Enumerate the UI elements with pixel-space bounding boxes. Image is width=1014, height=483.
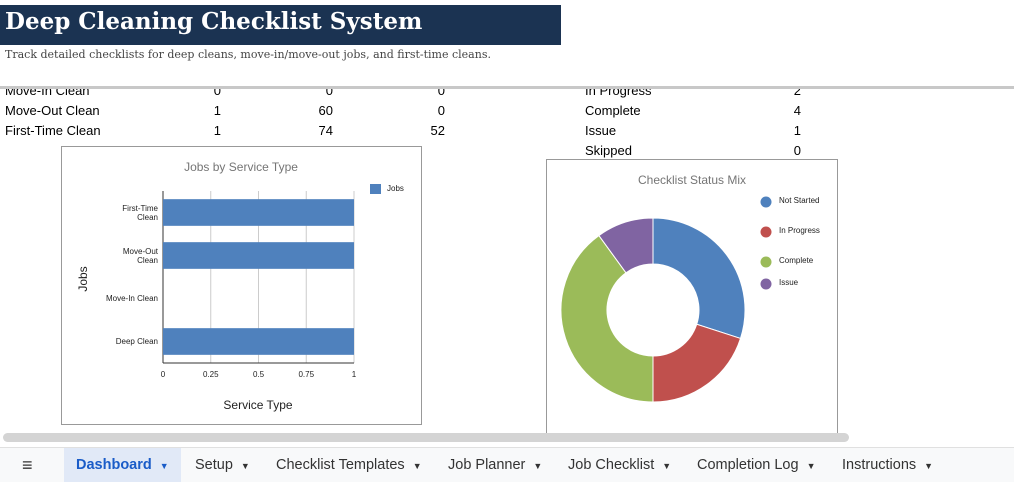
- cell: 60: [318, 103, 333, 118]
- legend-text: Complete: [779, 256, 814, 265]
- x-tick-label: 0.75: [298, 370, 314, 379]
- sheet-tabs: ≡ Dashboard ▼ Setup ▼ Checklist Templates ▼ Jo…: [0, 447, 1014, 482]
- table-area: Move-In Clean 0 0 0 Move-Out Clean 1 60 0 First-…: [0, 89, 1014, 159]
- tab-label: Completion Log: [697, 457, 799, 473]
- cell: 0: [437, 103, 445, 118]
- tab-caret: ▼: [159, 461, 169, 471]
- chart-title: Jobs by Service Type: [184, 160, 298, 174]
- bar: [163, 328, 354, 355]
- cell: 4: [793, 103, 801, 118]
- cell: Move-In Clean: [5, 89, 90, 98]
- x-tick-label: 1: [352, 370, 357, 379]
- legend-text: Issue: [779, 278, 799, 287]
- legend-label: Complete: [779, 256, 821, 266]
- legend-label: Issue: [779, 278, 821, 288]
- cell: 0: [793, 143, 801, 158]
- cell: Move-Out Clean: [5, 103, 100, 118]
- cell: Issue: [585, 123, 617, 138]
- separator: [0, 86, 1014, 89]
- cell: 52: [430, 123, 445, 138]
- cell: In Progress: [585, 89, 652, 98]
- bar: [163, 242, 354, 269]
- menu-button[interactable]: ≡: [22, 455, 33, 475]
- cell: First-Time Clean: [5, 123, 101, 138]
- tab-caret: ▼: [412, 461, 422, 471]
- sheet-tab[interactable]: Completion Log ▼: [685, 448, 828, 482]
- scrollbar[interactable]: [3, 433, 849, 442]
- slice: [560, 234, 654, 403]
- tab-label: Setup: [195, 457, 233, 473]
- cell: 2: [793, 89, 801, 98]
- legend-swatch: [760, 226, 772, 238]
- sheet-tab[interactable]: Dashboard ▼: [64, 448, 181, 482]
- cell: 74: [318, 123, 333, 138]
- category-label: Deep Clean: [115, 337, 158, 346]
- category-label: Move-Out Clean: [122, 246, 158, 265]
- sheet-tab[interactable]: Job Checklist ▼: [556, 448, 683, 482]
- tab-label: Dashboard: [76, 457, 152, 473]
- x-tick-label: 0: [161, 370, 166, 379]
- donut-chart: Checklist Status Mix Not Started In Progre…: [546, 159, 838, 441]
- sheet-tab[interactable]: Checklist Templates ▼: [264, 448, 434, 482]
- sheet-tab[interactable]: Setup ▼: [183, 448, 262, 482]
- cell: 0: [325, 89, 333, 98]
- tab-caret: ▼: [533, 461, 543, 471]
- cell: 1: [793, 123, 801, 138]
- sheet-tab[interactable]: Job Planner ▼: [436, 448, 554, 482]
- tab-caret: ▼: [806, 461, 816, 471]
- cell: 0: [213, 89, 221, 98]
- legend-swatch: [760, 278, 772, 290]
- legend-swatch: [760, 256, 772, 268]
- x-tick-label: 0.5: [253, 370, 265, 379]
- tab-caret: ▼: [662, 461, 672, 471]
- category-label: First-Time Clean: [122, 203, 158, 222]
- cell: 0: [437, 89, 445, 98]
- tab-label: Job Planner: [448, 457, 526, 473]
- legend-swatch: [370, 184, 381, 194]
- x-axis-title: Service Type: [223, 398, 292, 412]
- y-tick-label: Move-In Clean: [102, 288, 158, 310]
- legend-label: Jobs: [387, 184, 404, 193]
- legend-swatch: [760, 196, 772, 208]
- legend-text: Not Started: [779, 196, 820, 205]
- y-tick-label: First-Time Clean: [102, 202, 158, 224]
- bar-chart: Jobs by Service Type 0 0.25 0.5 0.75 1 Service…: [61, 146, 422, 425]
- tab-label: Job Checklist: [568, 457, 655, 473]
- legend-label: Not Started: [779, 196, 821, 206]
- cell: Skipped: [585, 143, 632, 158]
- subtitle: Track detailed checklists for deep clean…: [5, 48, 491, 61]
- title-bar: Deep Cleaning Checklist System: [0, 5, 561, 45]
- slice: [652, 217, 746, 340]
- cell: 1: [213, 103, 221, 118]
- slice: [652, 323, 742, 403]
- cell: Complete: [585, 103, 641, 118]
- chart-svg: Checklist Status Mix: [560, 173, 772, 403]
- chart-title: Checklist Status Mix: [638, 173, 746, 187]
- legend-label: In Progress: [779, 226, 821, 236]
- tab-caret: ▼: [240, 461, 250, 471]
- y-tick-label: Move-Out Clean: [102, 245, 158, 267]
- x-tick-label: 0.25: [203, 370, 219, 379]
- cell: 1: [213, 123, 221, 138]
- tab-caret: ▼: [924, 461, 934, 471]
- title: Deep Cleaning Checklist System: [5, 8, 423, 35]
- tab-label: Instructions: [842, 457, 917, 473]
- y-axis-title: Jobs: [76, 266, 90, 291]
- category-label: Move-In Clean: [105, 294, 158, 303]
- chart-svg: Jobs by Service Type 0 0.25 0.5 0.75 1 Service…: [76, 160, 404, 412]
- slice: [598, 217, 654, 274]
- legend-text: In Progress: [779, 226, 820, 235]
- y-tick-label: Deep Clean: [102, 331, 158, 353]
- bar: [163, 199, 354, 226]
- sheet-tab[interactable]: Instructions ▼: [830, 448, 945, 482]
- tab-label: Checklist Templates: [276, 457, 405, 473]
